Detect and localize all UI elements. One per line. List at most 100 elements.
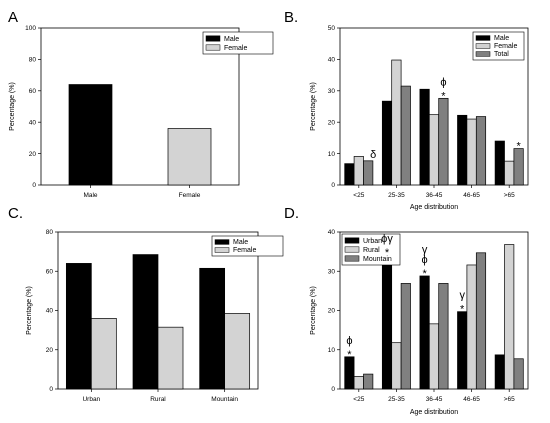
y-tick-label: 80 (29, 57, 37, 64)
legend-label: Rural (363, 247, 380, 254)
chart-c: C. 0 20 40 60 80 Percentage (%) Urban Rural Mount… (8, 205, 284, 403)
x-tick-label: Rural (150, 396, 166, 403)
bar-urban (457, 311, 468, 390)
legend-label: Total (494, 51, 509, 58)
significance-marker: ϕ (422, 254, 428, 266)
significance-marker: * (516, 141, 521, 153)
x-tick-label: Urban (82, 396, 100, 403)
legend-label: Female (224, 45, 247, 52)
panel-label: A (8, 9, 18, 26)
bar-urban (419, 275, 430, 390)
bar-male (344, 163, 355, 186)
bar-male (199, 267, 226, 390)
bar-male (68, 84, 113, 186)
bar-male (494, 140, 505, 186)
legend: Urban Rural Mountain (341, 233, 401, 266)
y-tick-label: 30 (328, 268, 336, 275)
bar-mountain (513, 358, 524, 390)
significance-marker: ϕ (440, 76, 446, 88)
significance-marker: δ (370, 149, 376, 161)
legend-swatch (475, 35, 491, 41)
x-axis-label: Age distribution (410, 409, 458, 416)
x-tick-label: >65 (504, 192, 515, 199)
bar-total (363, 160, 374, 186)
y-axis-label: Percentage (%) (310, 286, 317, 335)
legend-label: Male (494, 35, 509, 42)
significance-marker: * (422, 268, 427, 280)
legend-label: Urban (363, 238, 382, 245)
y-tick-label: 100 (25, 25, 36, 32)
y-tick-label: 0 (49, 386, 53, 393)
significance-marker: γ (422, 244, 428, 256)
x-tick-label: 36-45 (426, 396, 443, 403)
x-tick-label: Female (179, 192, 201, 199)
x-tick-label: 25-35 (388, 192, 405, 199)
bar-female (224, 313, 251, 390)
bar-rural (353, 376, 364, 390)
bar-urban (344, 356, 355, 390)
bar-rural (504, 244, 515, 390)
y-tick-label: 40 (328, 57, 336, 64)
legend-label: Mountain (363, 256, 392, 263)
x-tick-label: 25-35 (388, 396, 405, 403)
y-tick-label: 20 (328, 308, 336, 315)
bar-urban (494, 354, 505, 390)
legend-swatch (205, 44, 221, 51)
bar-male (457, 114, 468, 186)
bar-mountain (438, 283, 449, 390)
x-tick-label: >65 (504, 396, 515, 403)
bar-male (65, 263, 92, 390)
significance-marker: * (441, 90, 446, 102)
bar-rural (466, 264, 477, 390)
x-tick-label: 46-65 (463, 396, 480, 403)
bar-male (381, 100, 393, 186)
plot-frame (40, 27, 240, 186)
bar-total (438, 97, 449, 186)
y-tick-label: 80 (46, 229, 54, 236)
bar-rural (428, 323, 440, 390)
legend-label: Female (233, 247, 256, 254)
legend-swatch (344, 255, 360, 262)
bar-female (428, 114, 440, 186)
legend-box (211, 235, 284, 257)
y-tick-label: 20 (46, 347, 54, 354)
bar-male (132, 254, 159, 390)
y-axis-label: Percentage (%) (26, 286, 33, 335)
legend-swatch (475, 43, 491, 49)
y-tick-label: 60 (46, 268, 54, 275)
y-tick-label: 10 (328, 151, 336, 158)
y-tick-label: 40 (328, 229, 336, 236)
y-tick-label: 20 (29, 151, 37, 158)
legend-swatch (344, 246, 360, 253)
significance-marker: * (347, 349, 352, 361)
legend-box (202, 31, 274, 55)
bar-urban (381, 254, 393, 390)
legend-swatch (205, 35, 221, 42)
y-tick-label: 60 (29, 88, 37, 95)
significance-marker: ϕ (346, 335, 352, 347)
legend-swatch (214, 247, 230, 253)
legend-label: Male (233, 239, 248, 246)
bar-male (419, 88, 430, 186)
x-tick-label: <25 (353, 396, 364, 403)
chart-b: B. 0 10 20 30 40 50 Percentage (%) <25 25-35 36-45… (284, 9, 529, 211)
y-tick-label: 40 (29, 119, 37, 126)
x-tick-label: Mountain (211, 396, 238, 403)
bar-mountain (475, 252, 487, 390)
y-tick-label: 0 (331, 386, 335, 393)
bar-mountain (400, 283, 411, 390)
bar-total (475, 116, 487, 186)
x-tick-label: <25 (353, 192, 364, 199)
bar-female (157, 326, 184, 390)
legend-swatch (344, 237, 360, 244)
y-axis-label: Percentage (%) (9, 82, 16, 131)
bar-female (504, 160, 515, 186)
bar-female (391, 59, 402, 186)
bar-female (90, 318, 117, 390)
bar-female (466, 118, 477, 186)
